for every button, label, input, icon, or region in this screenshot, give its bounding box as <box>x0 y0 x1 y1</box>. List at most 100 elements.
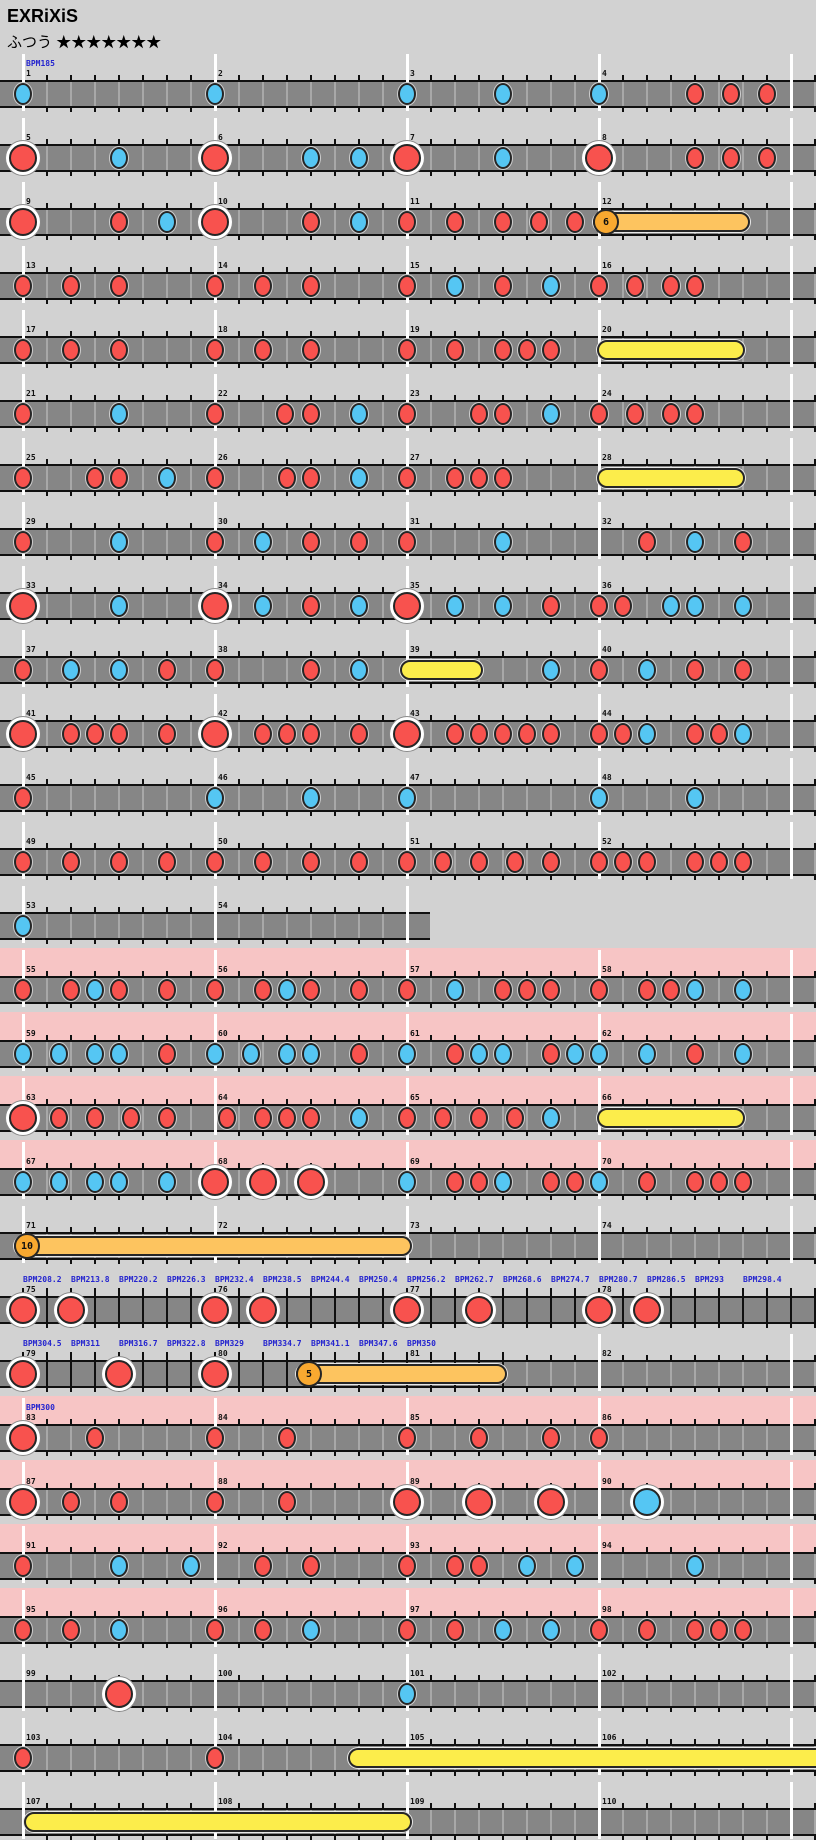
ka-note <box>566 1043 584 1065</box>
beat-tick <box>190 940 192 944</box>
beat-tick <box>190 1483 192 1488</box>
beat-line <box>766 1042 768 1066</box>
beat-tick <box>118 1547 120 1552</box>
beat-tick <box>454 459 456 464</box>
measure-label: 12 <box>602 197 612 206</box>
beat-tick <box>46 1580 48 1584</box>
don-note <box>276 403 294 425</box>
beat-line <box>550 1554 552 1578</box>
beat-line <box>502 1234 504 1258</box>
beat-tick <box>454 1035 456 1040</box>
beat-line <box>646 1554 648 1578</box>
beat-tick <box>190 779 192 784</box>
beat-line <box>70 466 72 490</box>
beat-tick <box>286 1452 288 1456</box>
measure-line <box>790 758 793 815</box>
beat-tick <box>742 236 744 240</box>
beat-tick <box>622 1035 624 1040</box>
beat-tick <box>454 587 456 592</box>
beat-tick <box>238 1836 240 1840</box>
beat-tick <box>694 1099 696 1104</box>
beat-tick <box>454 172 456 176</box>
beat-tick <box>94 300 96 304</box>
beat-tick <box>358 492 360 496</box>
beat-line <box>718 594 720 618</box>
beat-tick <box>694 779 696 784</box>
ka-note <box>638 723 656 745</box>
beat-tick <box>46 139 48 144</box>
beat-tick <box>358 1483 360 1488</box>
measure-label: 88 <box>218 1477 228 1486</box>
beat-line <box>46 722 48 746</box>
beat-tick <box>502 1836 504 1840</box>
beat-tick <box>118 1708 120 1712</box>
beat-tick <box>694 1419 696 1424</box>
beat-line <box>718 1234 720 1258</box>
beat-tick <box>94 1708 96 1712</box>
beat-tick <box>358 172 360 176</box>
beat-tick <box>694 395 696 400</box>
beat-tick <box>646 1004 648 1008</box>
don-note <box>662 979 680 1001</box>
beat-tick <box>766 843 768 848</box>
beat-tick <box>262 556 264 560</box>
beat-tick <box>310 428 312 432</box>
beat-tick <box>814 1803 816 1808</box>
beat-line <box>286 786 288 810</box>
beat-line <box>190 978 192 1002</box>
grid-line <box>454 1288 456 1328</box>
beat-tick <box>142 843 144 848</box>
beat-tick <box>286 300 288 304</box>
beat-tick <box>166 1547 168 1552</box>
beat-line <box>46 594 48 618</box>
beat-tick <box>478 1580 480 1584</box>
beat-line <box>238 210 240 234</box>
beat-tick <box>262 331 264 336</box>
beat-tick <box>94 108 96 112</box>
measure-line <box>406 1590 409 1647</box>
beat-tick <box>622 172 624 176</box>
beat-line <box>190 722 192 746</box>
beat-tick <box>454 684 456 688</box>
beat-tick <box>646 587 648 592</box>
beat-line <box>46 210 48 234</box>
beat-tick <box>142 1675 144 1680</box>
measure-line <box>22 246 25 303</box>
beat-tick <box>70 459 72 464</box>
measure-line <box>790 54 793 111</box>
don-note <box>470 467 488 489</box>
beat-tick <box>430 1004 432 1008</box>
measure-line <box>22 374 25 431</box>
beat-tick <box>718 779 720 784</box>
beat-tick <box>142 108 144 112</box>
don-note <box>590 1619 608 1641</box>
beat-line <box>70 402 72 426</box>
beat-tick <box>670 1099 672 1104</box>
measure-label: 67 <box>26 1157 36 1166</box>
beat-tick <box>814 684 816 688</box>
beat-tick <box>358 843 360 848</box>
ka-note <box>590 83 608 105</box>
beat-tick <box>46 1452 48 1456</box>
measure-line <box>22 758 25 815</box>
beat-line <box>190 402 192 426</box>
measure-label: 57 <box>410 965 420 974</box>
beat-tick <box>574 1772 576 1776</box>
beat-tick <box>334 139 336 144</box>
bpm-label: BPM322.8 <box>167 1339 206 1348</box>
beat-tick <box>94 843 96 848</box>
beat-tick <box>526 715 528 720</box>
beat-tick <box>310 364 312 368</box>
beat-line <box>166 82 168 106</box>
beat-tick <box>718 1004 720 1008</box>
beat-tick <box>742 620 744 624</box>
beat-tick <box>430 1708 432 1712</box>
beat-tick <box>718 108 720 112</box>
beat-tick <box>190 1739 192 1744</box>
beat-tick <box>766 428 768 432</box>
grid-line <box>814 1288 816 1328</box>
beat-tick <box>286 267 288 272</box>
beat-tick <box>766 779 768 784</box>
beat-tick <box>622 1708 624 1712</box>
beat-tick <box>166 331 168 336</box>
